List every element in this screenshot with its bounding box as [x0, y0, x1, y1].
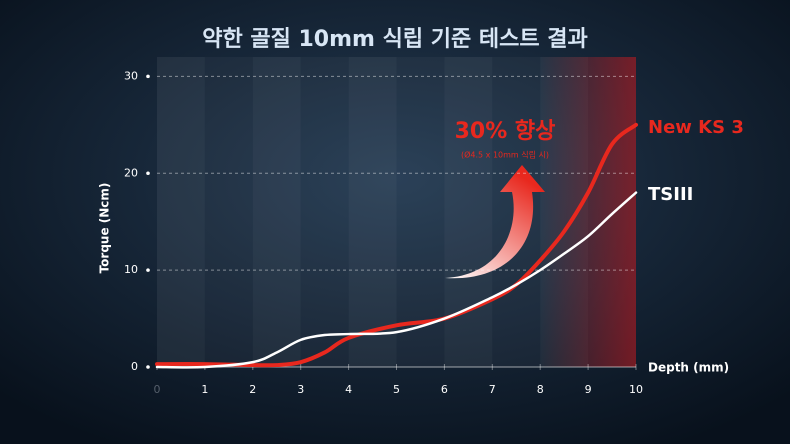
x-axis-label: Depth (mm)	[648, 361, 729, 375]
x-tick-label: 8	[537, 383, 544, 396]
legend-label: TSIII	[648, 184, 693, 205]
y-axis-label: Torque (Ncm)	[98, 183, 112, 274]
x-tick-label: 3	[297, 383, 304, 396]
y-tick-dot	[146, 74, 150, 79]
legend-label: New KS 3	[648, 117, 744, 138]
x-tick-label: 7	[489, 383, 496, 396]
x-tick-label: 2	[249, 383, 256, 396]
x-tick-label: 5	[393, 383, 400, 396]
column-stripe	[205, 57, 253, 367]
y-tick-dot	[146, 365, 150, 369]
y-tick-label: 20	[124, 166, 138, 179]
chart-title: 약한 골질 10mm 식립 기준 테스트 결과	[202, 27, 588, 52]
x-tick-label: 1	[201, 383, 208, 396]
highlight-zone	[540, 57, 636, 367]
y-tick-dot	[146, 268, 150, 272]
x-tick-label: 6	[441, 383, 448, 396]
column-stripe	[348, 57, 397, 367]
y-tick-dot	[146, 171, 150, 176]
y-tick-label: 30	[124, 69, 138, 82]
x-tick-label: 10	[629, 383, 643, 396]
x-tick-label: 4	[345, 383, 352, 396]
column-stripe	[301, 57, 349, 367]
arrow	[445, 165, 545, 279]
series-line	[155, 122, 638, 368]
annotation-note: (Ø4.5 x 10mm 식립 시)	[461, 150, 549, 160]
y-tick-label: 10	[124, 263, 138, 276]
series-line	[155, 191, 638, 369]
y-tick-label: 0	[131, 360, 138, 373]
x-tick-label: 0	[154, 383, 161, 396]
annotation: 30% 향상	[455, 119, 556, 144]
x-tick-label: 9	[585, 383, 592, 396]
column-stripe	[157, 57, 205, 367]
column-stripe	[252, 57, 301, 367]
column-stripe	[444, 57, 493, 367]
